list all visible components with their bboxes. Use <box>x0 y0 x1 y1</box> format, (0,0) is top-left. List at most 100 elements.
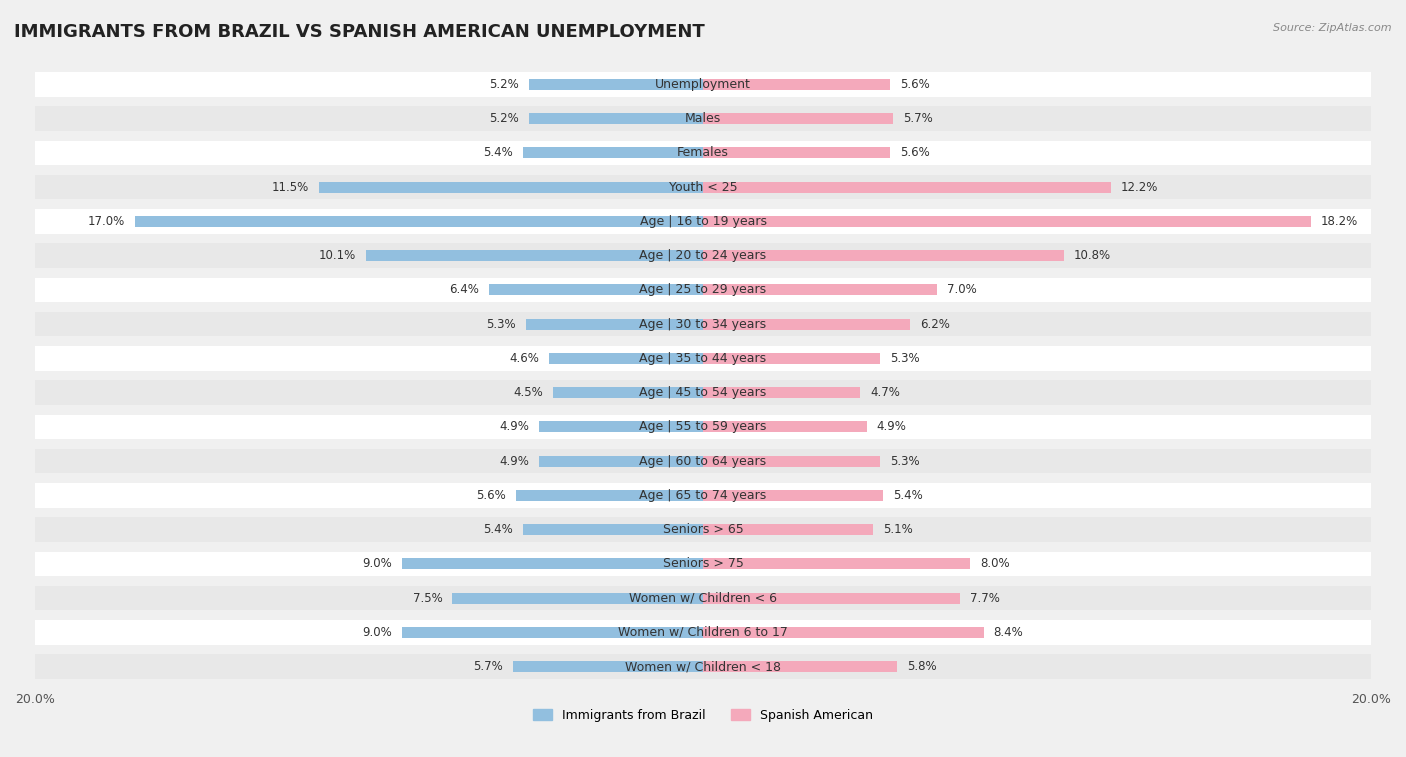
Text: Age | 25 to 29 years: Age | 25 to 29 years <box>640 283 766 297</box>
Text: 4.9%: 4.9% <box>499 420 529 433</box>
Text: 12.2%: 12.2% <box>1121 181 1159 194</box>
Text: Age | 30 to 34 years: Age | 30 to 34 years <box>640 318 766 331</box>
Bar <box>703 456 880 466</box>
Text: 7.5%: 7.5% <box>413 592 443 605</box>
Bar <box>35 346 1371 371</box>
Text: 7.7%: 7.7% <box>970 592 1000 605</box>
Bar <box>489 285 703 295</box>
Bar <box>703 490 883 501</box>
Bar <box>35 278 1371 302</box>
Bar <box>35 517 1371 542</box>
Text: 9.0%: 9.0% <box>363 557 392 570</box>
Bar <box>35 312 1371 336</box>
Bar <box>35 586 1371 610</box>
Text: 5.8%: 5.8% <box>907 660 936 673</box>
Bar <box>35 415 1371 439</box>
Text: 9.0%: 9.0% <box>363 626 392 639</box>
Text: 5.6%: 5.6% <box>900 146 929 160</box>
Text: 17.0%: 17.0% <box>89 215 125 228</box>
Text: 6.2%: 6.2% <box>920 318 950 331</box>
Bar <box>540 422 703 432</box>
Bar <box>703 216 1310 227</box>
Text: 11.5%: 11.5% <box>271 181 309 194</box>
Text: 5.6%: 5.6% <box>477 489 506 502</box>
Bar <box>553 387 703 398</box>
Bar <box>550 353 703 364</box>
Bar <box>703 387 860 398</box>
Text: 4.9%: 4.9% <box>499 455 529 468</box>
Text: Women w/ Children 6 to 17: Women w/ Children 6 to 17 <box>619 626 787 639</box>
Text: 5.7%: 5.7% <box>472 660 502 673</box>
Text: Age | 20 to 24 years: Age | 20 to 24 years <box>640 249 766 262</box>
Bar <box>35 209 1371 234</box>
Bar <box>703 524 873 535</box>
Bar <box>35 654 1371 679</box>
Bar <box>703 79 890 90</box>
Bar <box>402 627 703 638</box>
Text: Age | 45 to 54 years: Age | 45 to 54 years <box>640 386 766 399</box>
Bar <box>529 79 703 90</box>
Text: 5.1%: 5.1% <box>883 523 912 536</box>
Text: Age | 65 to 74 years: Age | 65 to 74 years <box>640 489 766 502</box>
Bar <box>523 148 703 158</box>
Bar <box>366 250 703 261</box>
Text: Unemployment: Unemployment <box>655 78 751 91</box>
Text: 18.2%: 18.2% <box>1322 215 1358 228</box>
Text: Age | 55 to 59 years: Age | 55 to 59 years <box>640 420 766 433</box>
Bar <box>703 319 910 329</box>
Text: 5.2%: 5.2% <box>489 112 519 125</box>
Bar <box>35 380 1371 405</box>
Text: 5.3%: 5.3% <box>486 318 516 331</box>
Bar <box>35 72 1371 97</box>
Text: 10.1%: 10.1% <box>318 249 356 262</box>
Bar <box>526 319 703 329</box>
Text: Males: Males <box>685 112 721 125</box>
Text: 5.6%: 5.6% <box>900 78 929 91</box>
Bar <box>35 449 1371 473</box>
Text: IMMIGRANTS FROM BRAZIL VS SPANISH AMERICAN UNEMPLOYMENT: IMMIGRANTS FROM BRAZIL VS SPANISH AMERIC… <box>14 23 704 41</box>
Text: 4.7%: 4.7% <box>870 386 900 399</box>
Text: 5.4%: 5.4% <box>482 523 513 536</box>
Bar <box>703 559 970 569</box>
Text: Women w/ Children < 18: Women w/ Children < 18 <box>626 660 780 673</box>
Text: 5.4%: 5.4% <box>482 146 513 160</box>
Text: 5.3%: 5.3% <box>890 352 920 365</box>
Bar <box>319 182 703 193</box>
Text: Source: ZipAtlas.com: Source: ZipAtlas.com <box>1274 23 1392 33</box>
Bar <box>35 175 1371 199</box>
Text: 4.9%: 4.9% <box>877 420 907 433</box>
Text: Age | 35 to 44 years: Age | 35 to 44 years <box>640 352 766 365</box>
Bar <box>35 243 1371 268</box>
Bar <box>703 627 984 638</box>
Legend: Immigrants from Brazil, Spanish American: Immigrants from Brazil, Spanish American <box>533 709 873 722</box>
Bar <box>703 285 936 295</box>
Bar <box>540 456 703 466</box>
Bar <box>523 524 703 535</box>
Bar <box>35 483 1371 508</box>
Bar <box>402 559 703 569</box>
Bar <box>35 620 1371 645</box>
Bar <box>703 661 897 672</box>
Text: Youth < 25: Youth < 25 <box>669 181 737 194</box>
Bar <box>703 353 880 364</box>
Text: 5.2%: 5.2% <box>489 78 519 91</box>
Bar <box>703 593 960 603</box>
Bar <box>35 106 1371 131</box>
Bar <box>703 148 890 158</box>
Bar <box>516 490 703 501</box>
Bar <box>703 250 1064 261</box>
Bar <box>35 141 1371 165</box>
Text: 8.0%: 8.0% <box>980 557 1010 570</box>
Bar <box>703 182 1111 193</box>
Text: 8.4%: 8.4% <box>994 626 1024 639</box>
Text: 7.0%: 7.0% <box>946 283 977 297</box>
Text: 4.6%: 4.6% <box>509 352 540 365</box>
Text: Age | 60 to 64 years: Age | 60 to 64 years <box>640 455 766 468</box>
Bar <box>703 113 893 124</box>
Text: 5.4%: 5.4% <box>893 489 924 502</box>
Text: Females: Females <box>678 146 728 160</box>
Text: 10.8%: 10.8% <box>1074 249 1111 262</box>
Text: 5.7%: 5.7% <box>904 112 934 125</box>
Text: Seniors > 65: Seniors > 65 <box>662 523 744 536</box>
Bar <box>35 552 1371 576</box>
